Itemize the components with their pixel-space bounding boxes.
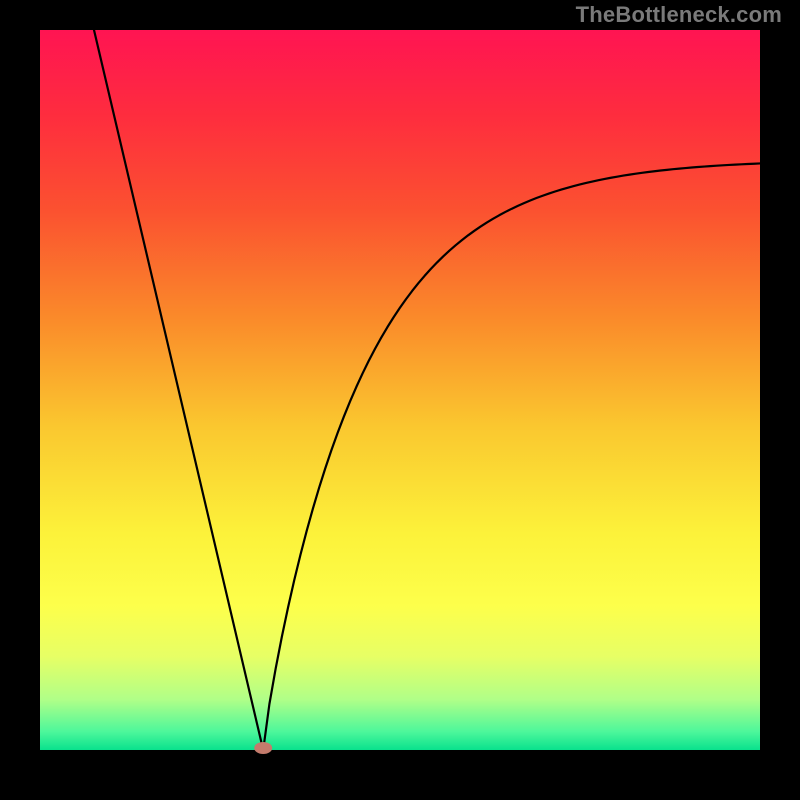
plot-background: [40, 30, 760, 750]
optimum-marker: [254, 742, 272, 754]
bottleneck-chart: [0, 0, 800, 800]
watermark-label: TheBottleneck.com: [576, 2, 782, 28]
chart-container: { "canvas": { "width": 800, "height": 80…: [0, 0, 800, 800]
